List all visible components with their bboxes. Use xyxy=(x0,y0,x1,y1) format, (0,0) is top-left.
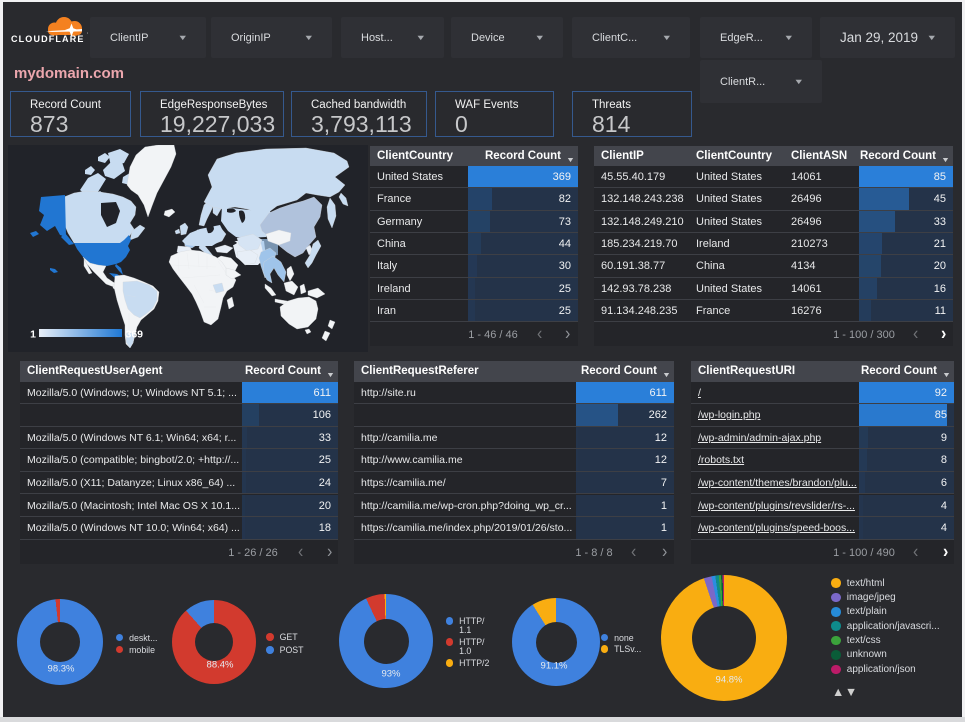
svg-text:369: 369 xyxy=(126,329,144,341)
svg-text:CLOUDFLARE: CLOUDFLARE xyxy=(11,34,85,44)
svg-text:’: ’ xyxy=(87,33,88,39)
svg-text:1: 1 xyxy=(30,329,36,341)
